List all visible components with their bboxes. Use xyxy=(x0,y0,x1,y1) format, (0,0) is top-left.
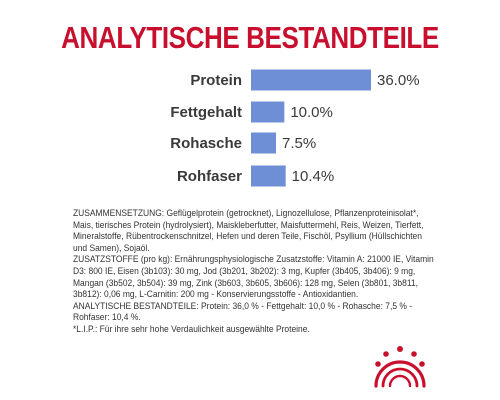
composition-block: ZUSAMMENSETZUNG: Geflügelprotein (getroc… xyxy=(73,208,436,336)
value-label: 36.0% xyxy=(377,72,420,89)
bar xyxy=(251,101,285,123)
category-label: Protein xyxy=(190,72,242,89)
value-label: 10.4% xyxy=(292,168,335,185)
composition-label: ZUSAMMENSETZUNG: xyxy=(73,208,165,218)
analytical-text: Protein: 36,0 % - Fettgehalt: 10,0 % - R… xyxy=(73,300,413,323)
additives-label: ZUSATZSTOFFE xyxy=(73,254,139,265)
value-label: 7.5% xyxy=(282,135,316,152)
crown-dots xyxy=(375,346,425,367)
crown-arcs xyxy=(374,360,426,388)
page-title: ANALYTISCHE BESTANDTEILE xyxy=(61,20,439,55)
additives-paragraph: ZUSATZSTOFFE (pro kg): Ernährungsphysiol… xyxy=(73,254,436,300)
category-label: Rohfaser xyxy=(177,168,242,185)
additives-text: (pro kg): Ernährungsphysiologische Zusat… xyxy=(73,254,434,300)
analytical-paragraph: ANALYTISCHE BESTANDTEILE: Protein: 36,0 … xyxy=(73,301,436,324)
bar xyxy=(251,69,371,91)
value-label: 10.0% xyxy=(290,104,333,121)
royal-canin-crown-icon xyxy=(374,346,426,388)
analytical-label: ANALYTISCHE BESTANDTEILE: xyxy=(73,300,199,311)
category-label: Fettgehalt xyxy=(170,104,242,121)
nutrient-bar-chart: Protein 36.0% Fettgehalt 10.0% Rohasche 7.5% R… xyxy=(170,69,420,187)
bar xyxy=(251,165,286,187)
bar xyxy=(251,132,276,154)
category-label: Rohasche xyxy=(170,135,242,152)
footnote: *L.I.P.: Für ihre sehr hohe Verdaulichke… xyxy=(73,323,310,334)
composition-text: Geflügelprotein (getrocknet), Lignozellu… xyxy=(73,208,424,253)
composition-paragraph: ZUSAMMENSETZUNG: Geflügelprotein (getroc… xyxy=(73,208,436,254)
